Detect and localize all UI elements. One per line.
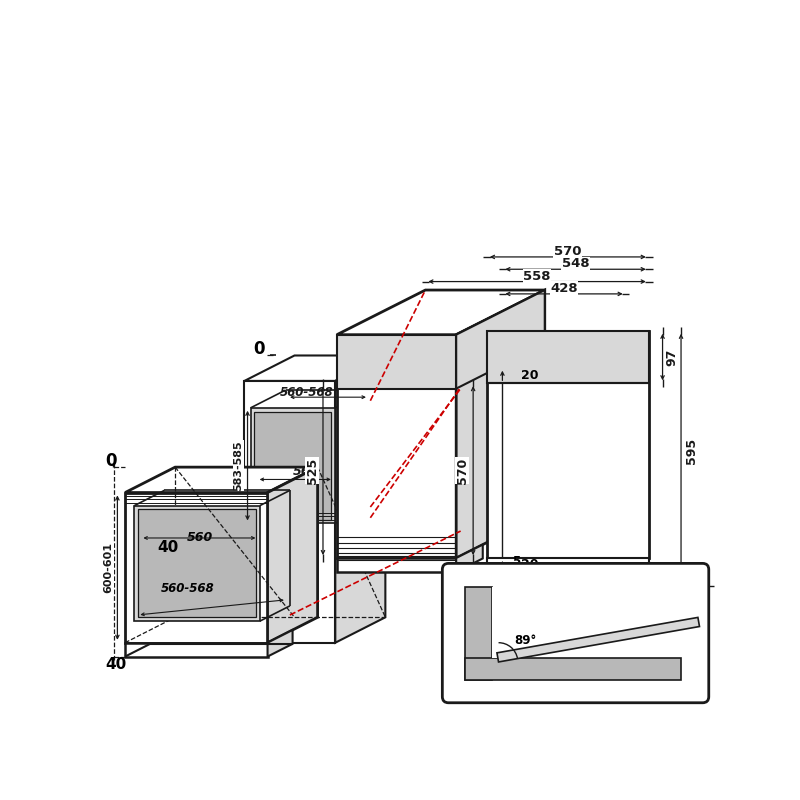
Bar [466, 658, 681, 680]
Polygon shape [250, 390, 370, 408]
Polygon shape [337, 290, 545, 334]
Polygon shape [134, 490, 290, 506]
Bar [134, 506, 260, 621]
Text: 428: 428 [550, 282, 578, 295]
Text: 40: 40 [157, 540, 178, 554]
Bar [125, 642, 267, 657]
Text: 0: 0 [684, 614, 692, 627]
Text: 0: 0 [105, 452, 117, 470]
Text: 600-601: 600-601 [103, 542, 113, 593]
Bar [466, 587, 492, 680]
Text: 570: 570 [554, 245, 582, 258]
Polygon shape [245, 355, 386, 381]
Text: 558: 558 [523, 270, 550, 282]
Text: 570: 570 [456, 458, 469, 484]
Polygon shape [260, 490, 290, 621]
FancyBboxPatch shape [442, 563, 709, 702]
Text: 20: 20 [521, 369, 538, 382]
Text: 0: 0 [254, 340, 265, 358]
Text: 560: 560 [293, 465, 319, 478]
Text: 89°: 89° [514, 634, 536, 647]
Text: 5: 5 [512, 555, 520, 568]
Text: 20: 20 [521, 558, 538, 571]
Polygon shape [335, 355, 386, 642]
Text: 460: 460 [592, 574, 617, 587]
Polygon shape [456, 290, 545, 558]
Bar [337, 558, 456, 572]
Bar [138, 510, 256, 618]
Text: 583-585: 583-585 [234, 440, 243, 491]
Polygon shape [267, 630, 293, 657]
Text: 595: 595 [686, 438, 698, 465]
Bar [337, 334, 456, 389]
Text: 560-568: 560-568 [161, 582, 214, 595]
Polygon shape [456, 545, 482, 572]
Bar [487, 331, 649, 558]
Text: 548: 548 [562, 258, 590, 270]
Text: 595: 595 [562, 582, 590, 595]
Text: 560-568: 560-568 [280, 386, 334, 399]
Bar [245, 381, 335, 642]
Bar [250, 408, 335, 523]
Bar [487, 558, 649, 572]
Polygon shape [267, 467, 318, 642]
Bar [487, 331, 649, 383]
Text: 40: 40 [105, 657, 126, 672]
Text: 560: 560 [186, 531, 213, 545]
Polygon shape [456, 290, 545, 389]
Polygon shape [125, 467, 318, 493]
Polygon shape [335, 390, 370, 523]
Bar [125, 493, 267, 642]
Text: 9: 9 [684, 670, 692, 683]
Polygon shape [497, 618, 699, 662]
Bar [254, 412, 331, 519]
Text: 525: 525 [306, 458, 318, 484]
Bar [337, 334, 456, 558]
Bar [492, 587, 502, 658]
Text: 97: 97 [666, 348, 678, 366]
